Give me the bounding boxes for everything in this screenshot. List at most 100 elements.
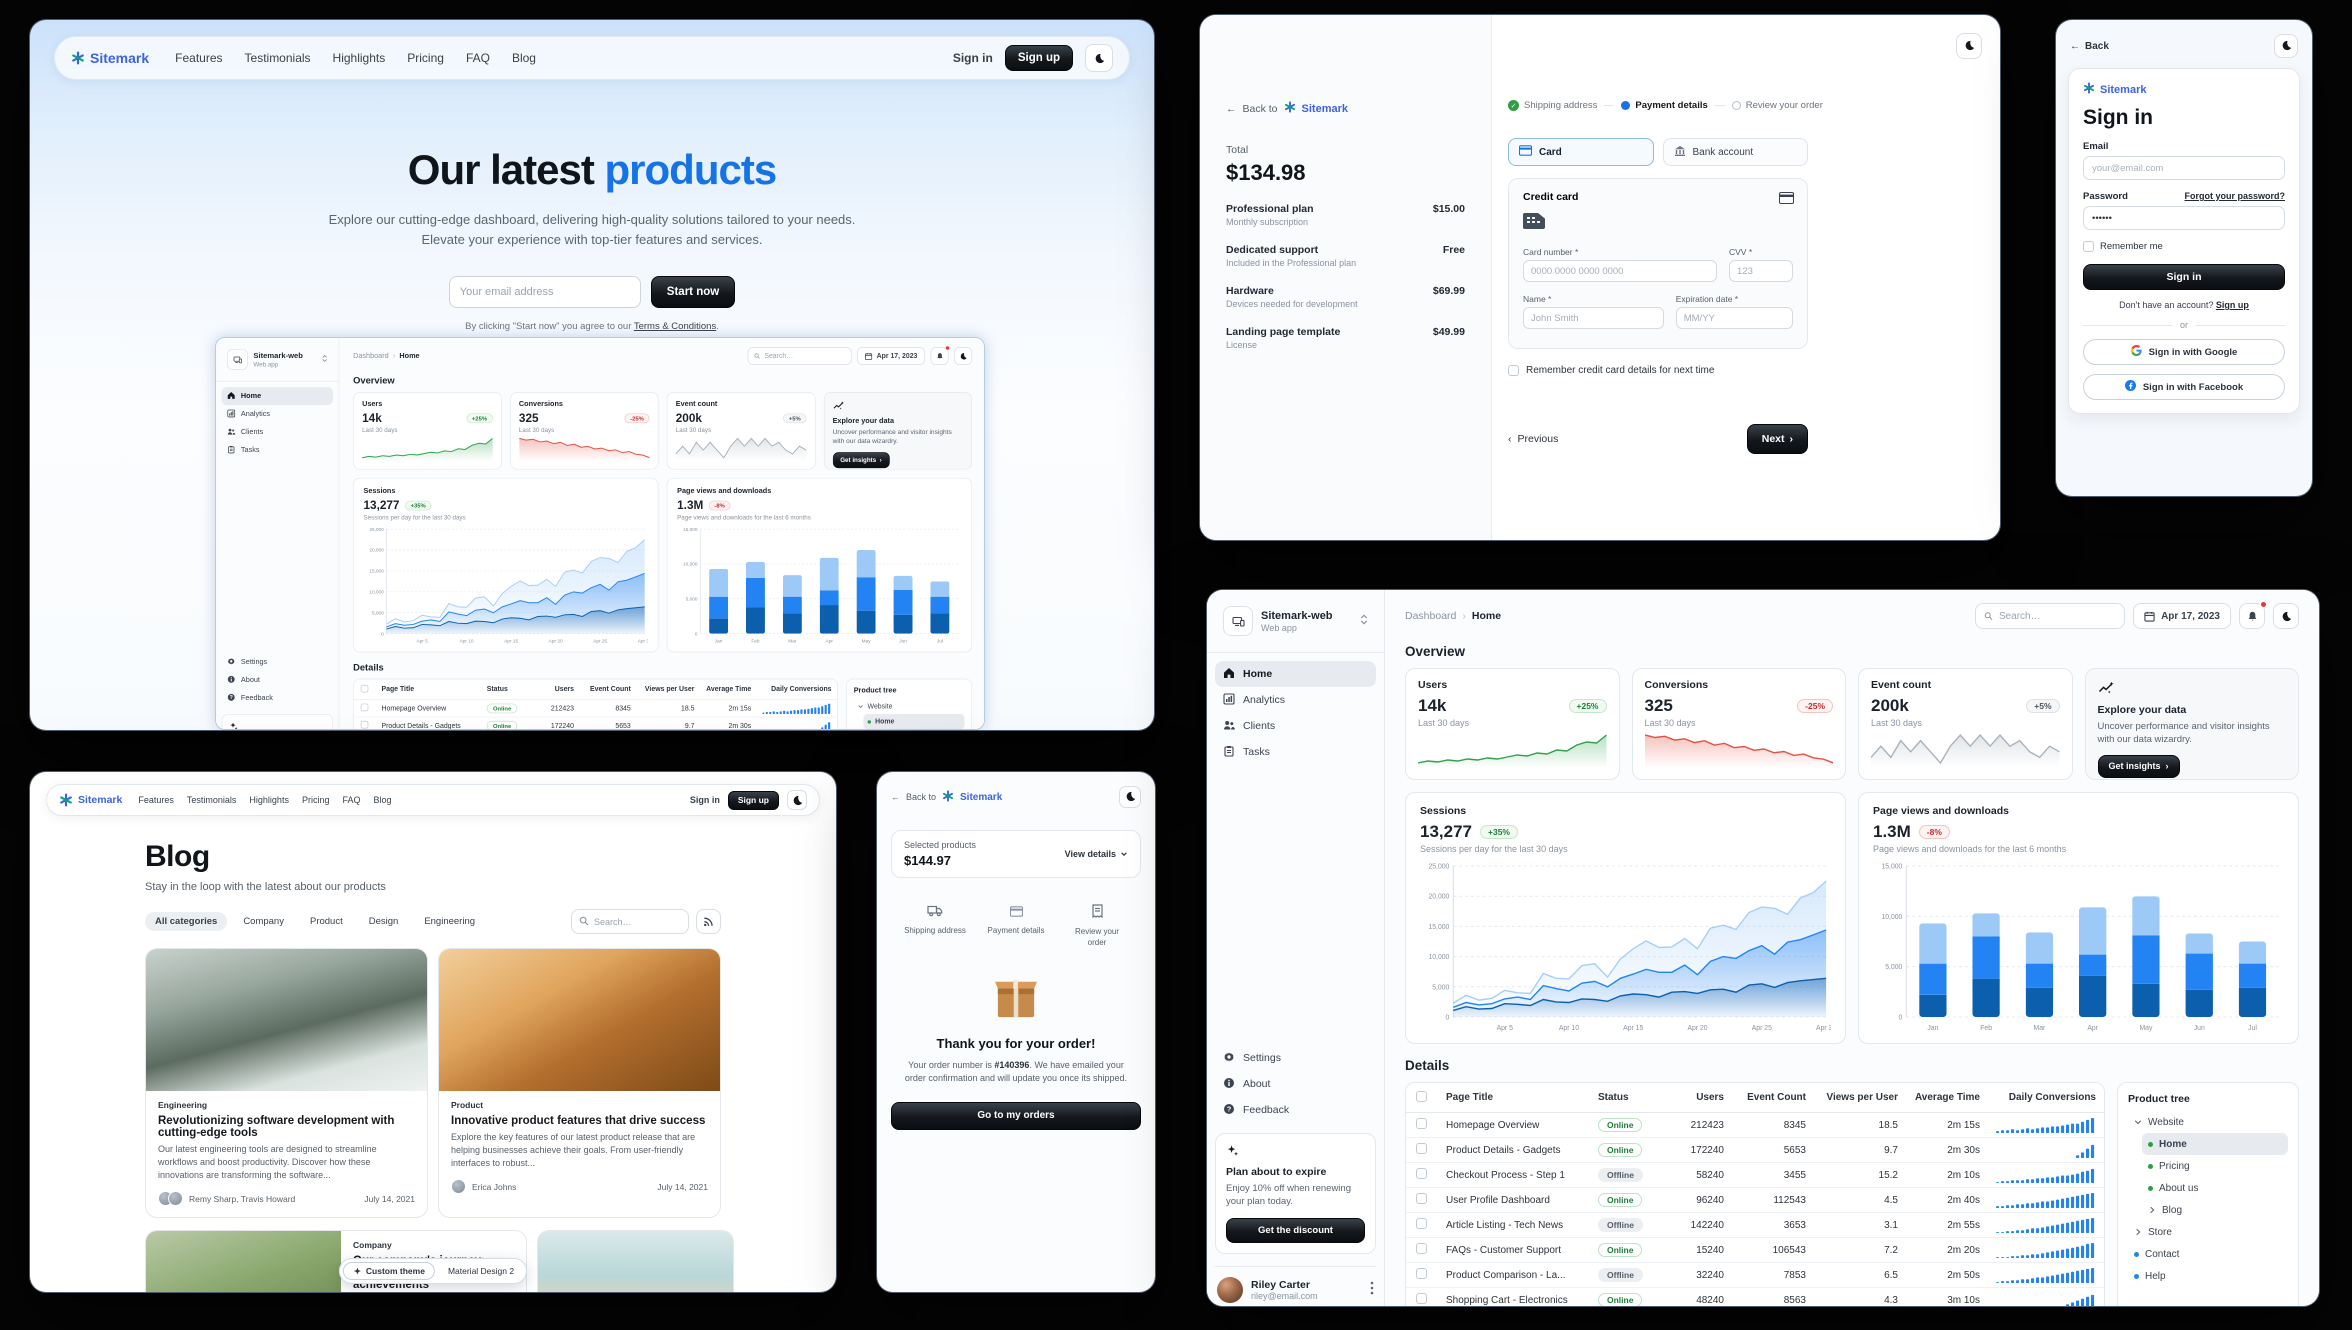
search-input[interactable] [764,352,846,360]
previous-button[interactable]: ‹ Previous [1508,433,1559,445]
get-insights-button[interactable]: Get insights › [832,451,890,468]
workspace-selector[interactable]: Sitemark-web Web app [1217,600,1374,642]
go-to-orders-button[interactable]: Go to my orders [891,1101,1141,1130]
blog-post-card[interactable]: Engineering Revolutionizing software dev… [145,948,428,1219]
payment-method-bank-account[interactable]: Bank account [1662,138,1808,166]
nav-link-pricing[interactable]: Pricing [407,51,444,65]
workspace-selector[interactable]: Sitemark-web Web app [223,345,332,374]
email-input[interactable] [2083,156,2285,180]
row-checkbox[interactable] [360,703,369,712]
row-checkbox[interactable] [1416,1143,1427,1154]
back-to-home-link[interactable]: ← Back to Sitemark [891,790,1003,803]
category-chip-engineering[interactable]: Engineering [424,916,476,927]
nav-link-blog[interactable]: Blog [373,795,392,805]
sidebar-item-settings[interactable]: Settings [1215,1045,1376,1071]
sidebar-item-about[interactable]: About [222,671,333,689]
tree-item-about-us[interactable]: About us [2142,1177,2288,1199]
sidebar-item-feedback[interactable]: ? Feedback [1215,1097,1376,1123]
view-details-button[interactable]: View details [1065,849,1128,859]
next-button[interactable]: Next › [1746,424,1808,454]
sign-in-button[interactable]: Sign in [2083,264,2285,290]
select-all-checkbox[interactable] [360,684,369,693]
remember-me-checkbox[interactable] [2083,241,2094,252]
password-input[interactable] [2083,206,2285,230]
sidebar-item-analytics[interactable]: Analytics [222,405,333,423]
custom-theme-option[interactable]: Custom theme [342,1262,435,1280]
step-shipping-address[interactable]: ✓ Shipping address [1508,100,1597,111]
tree-item-contact[interactable]: Contact [2128,1243,2288,1265]
sign-up-button[interactable]: Sign up [727,790,779,810]
theme-toggle-button[interactable] [2273,603,2299,629]
sidebar-item-tasks[interactable]: Tasks [1215,739,1376,765]
nav-link-faq[interactable]: FAQ [342,795,361,805]
theme-toggle-button[interactable] [2274,34,2298,58]
theme-toggle-button[interactable] [1085,44,1113,72]
sidebar-item-about[interactable]: About [1215,1071,1376,1097]
rss-button[interactable] [696,909,721,934]
row-checkbox[interactable] [1416,1193,1427,1204]
table-row[interactable]: Article Listing - Tech News Offline 1422… [1406,1213,2104,1238]
date-picker-button[interactable]: Apr 17, 2023 [857,347,926,366]
nav-link-blog[interactable]: Blog [511,51,536,65]
stat-card-users[interactable]: Users 14k +25% Last 30 days [353,392,502,470]
tree-item-website[interactable]: Website [854,699,965,714]
nav-link-highlights[interactable]: Highlights [332,51,386,65]
stat-card-conversions[interactable]: Conversions 325 -25% Last 30 days [509,392,659,470]
nav-link-testimonials[interactable]: Testimonials [186,795,237,805]
stat-card-conversions[interactable]: Conversions 325 -25% Last 30 days [1631,668,1846,780]
sidebar-item-home[interactable]: Home [221,387,334,406]
nav-link-features[interactable]: Features [175,51,223,65]
sign-up-button[interactable]: Sign up [1004,45,1073,71]
search-input[interactable] [1998,610,2117,622]
theme-toggle-button[interactable] [1119,786,1141,808]
nav-link-testimonials[interactable]: Testimonials [244,51,311,65]
tree-item-blog[interactable]: Blog [2142,1199,2288,1221]
theme-toggle-button[interactable] [954,347,973,366]
google-sign-in-button[interactable]: Sign in with Google [2083,339,2285,365]
table-row[interactable]: FAQs - Customer Support Online 15240 106… [1406,1238,2104,1263]
sidebar-item-home[interactable]: Home [1215,661,1376,687]
facebook-sign-in-button[interactable]: Sign in with Facebook [2083,374,2285,400]
table-row[interactable]: Product Details - Gadgets Online 172240 … [354,717,837,729]
name-input[interactable] [1523,307,1664,329]
tree-item-store[interactable]: Store [2128,1221,2288,1243]
table-row[interactable]: Product Details - Gadgets Online 172240 … [1406,1138,2104,1163]
notifications-button[interactable] [2239,601,2267,629]
tree-item-pricing[interactable]: Pricing [2142,1155,2288,1177]
category-chip-company[interactable]: Company [243,916,284,927]
category-chip-design[interactable]: Design [368,916,399,927]
category-chip-product[interactable]: Product [309,916,343,927]
row-checkbox[interactable] [1416,1293,1427,1304]
table-row[interactable]: Shopping Cart - Electronics Online 48240… [1406,1288,2104,1306]
date-picker-button[interactable]: Apr 17, 2023 [2133,603,2231,629]
payment-method-card[interactable]: Card [1508,138,1654,166]
sidebar-item-analytics[interactable]: Analytics [1215,687,1376,713]
forgot-password-link[interactable]: Forgot your password? [2184,191,2285,201]
get-discount-button[interactable]: Get the discount [1226,1217,1365,1243]
stat-card-users[interactable]: Users 14k +25% Last 30 days [1405,668,1620,780]
remember-card-checkbox[interactable] [1508,365,1519,376]
table-row[interactable]: Homepage Overview Online 212423 8345 18.… [353,700,838,718]
select-all-checkbox[interactable] [1416,1090,1427,1102]
sidebar-item-settings[interactable]: Settings [222,653,333,671]
back-button[interactable]: ← Back [2070,40,2109,52]
email-input[interactable] [448,276,641,309]
sign-in-link[interactable]: Sign in [952,51,993,65]
theme-toggle-button[interactable] [1956,33,1982,59]
row-checkbox[interactable] [1416,1243,1427,1254]
tree-item-home[interactable]: Home [863,713,965,729]
material-design-option[interactable]: Material Design 2 [447,1266,515,1276]
sidebar-item-clients[interactable]: Clients [1215,713,1376,739]
step-payment-details[interactable]: Payment details [1621,100,1708,111]
tree-item-pricing[interactable]: Pricing [863,729,964,730]
blog-post-card[interactable] [537,1230,734,1292]
row-checkbox[interactable] [360,720,369,729]
sign-up-link[interactable]: Sign up [2215,300,2249,310]
cvv-input[interactable] [1729,260,1793,282]
table-row[interactable]: User Profile Dashboard Online 96240 1125… [1406,1188,2104,1213]
category-chip-all-categories[interactable]: All categories [145,912,228,931]
sidebar-item-clients[interactable]: Clients [222,423,333,441]
stat-card-event-count[interactable]: Event count 200k +5% Last 30 days [1858,668,2073,780]
nav-link-highlights[interactable]: Highlights [249,795,289,805]
tree-item-website[interactable]: Website [2128,1111,2288,1133]
